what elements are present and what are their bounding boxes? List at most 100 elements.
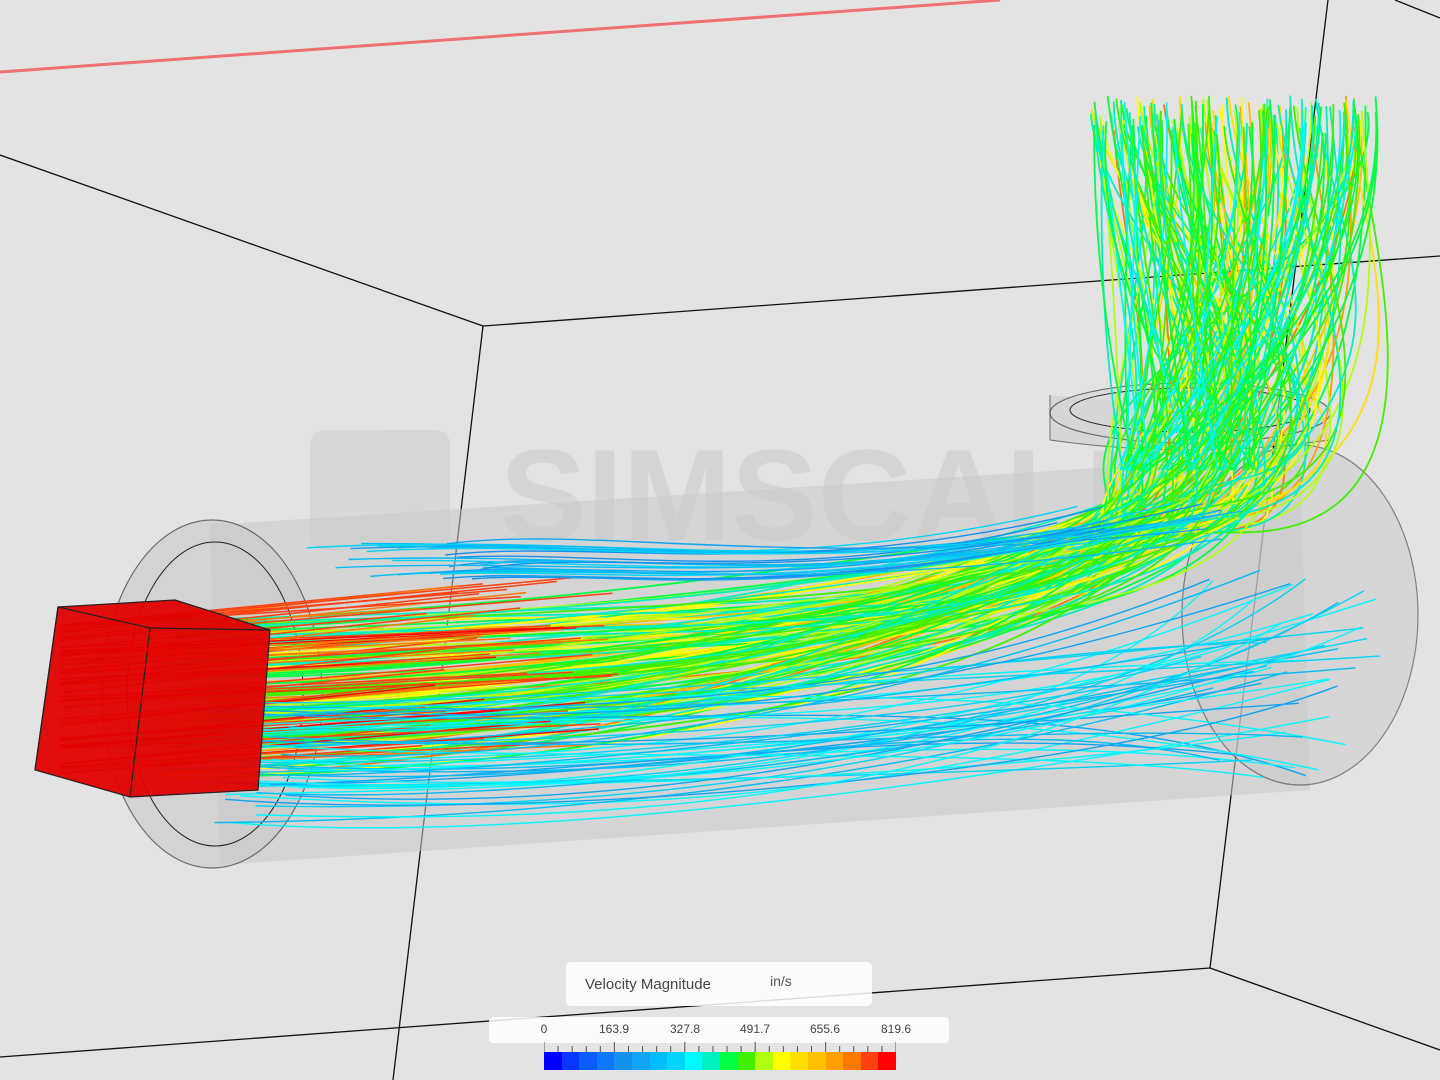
streamline	[1179, 105, 1314, 471]
colorbar-bin	[755, 1052, 773, 1070]
streamline	[162, 126, 1292, 676]
streamline	[280, 569, 1261, 757]
colorbar-bin	[825, 1052, 844, 1070]
streamline	[484, 527, 1121, 581]
streamline	[1183, 122, 1254, 471]
colorbar-bin	[649, 1052, 668, 1070]
legend-tick-label: 655.6	[809, 1022, 841, 1036]
streamline	[190, 107, 1357, 693]
streamline	[1217, 110, 1267, 471]
legend-tick-label: 491.7	[739, 1022, 771, 1036]
streamline	[1235, 109, 1288, 471]
streamline	[1247, 108, 1292, 471]
streamline	[1125, 123, 1303, 471]
streamline	[294, 636, 1280, 748]
streamline	[215, 710, 1306, 777]
legend-tick-label: 163.9	[598, 1022, 630, 1036]
streamline	[279, 670, 1254, 776]
colorbar-bin	[614, 1052, 632, 1070]
streamline	[183, 110, 1198, 713]
legend-unit: in/s	[770, 973, 792, 989]
streamline	[429, 519, 1108, 574]
colorbar-bin	[807, 1052, 826, 1070]
colorbar-bin	[878, 1052, 896, 1070]
legend-scale-box	[489, 1017, 949, 1043]
colorbar-bin	[631, 1052, 650, 1070]
streamline	[482, 538, 1222, 576]
streamline	[270, 742, 1233, 786]
streamline	[225, 659, 1313, 734]
streamline	[397, 529, 1096, 554]
colorbar-bin	[667, 1052, 685, 1070]
streamline	[166, 102, 1348, 748]
streamline	[307, 523, 1115, 552]
streamline	[1119, 102, 1168, 471]
streamline	[248, 744, 1265, 779]
colorbar-bin	[719, 1052, 738, 1070]
streamline	[233, 645, 1231, 736]
legend-tick-label: 819.6	[880, 1022, 912, 1036]
streamline	[1101, 131, 1144, 471]
streamlines	[59, 95, 1389, 829]
streamline	[207, 637, 1368, 764]
streamline	[1140, 120, 1359, 471]
streamline	[471, 509, 1222, 580]
streamline	[1159, 110, 1254, 471]
streamline	[297, 666, 1272, 771]
streamline	[237, 626, 1362, 786]
streamline	[165, 111, 1345, 665]
streamline	[479, 503, 1203, 571]
streamline	[1138, 122, 1307, 471]
inlet-box	[34, 599, 271, 798]
streamline	[266, 578, 1210, 717]
streamline	[1188, 114, 1348, 471]
streamline	[1168, 123, 1378, 471]
streamline	[200, 583, 1291, 716]
streamline	[1130, 133, 1195, 471]
streamline	[188, 126, 1225, 677]
streamline	[225, 580, 1214, 796]
colorbar-bin	[544, 1052, 562, 1070]
legend-ticks	[544, 1042, 896, 1052]
streamline	[285, 665, 1267, 800]
streamline	[392, 527, 1189, 568]
streamline	[1123, 112, 1241, 471]
streamline	[1136, 108, 1268, 471]
streamline	[263, 655, 1202, 747]
colorbar-bin	[579, 1052, 597, 1070]
streamline	[1157, 119, 1229, 471]
legend-title: Velocity Magnitude	[585, 976, 711, 993]
streamline	[1093, 124, 1137, 471]
colorbar-bin	[772, 1052, 791, 1070]
colorbar-bin	[737, 1052, 756, 1070]
streamline	[1231, 96, 1379, 471]
streamline	[256, 622, 1282, 818]
streamline	[173, 134, 1138, 694]
streamline	[166, 115, 1217, 723]
legend-tick-label: 327.8	[669, 1022, 701, 1036]
streamline	[1150, 102, 1193, 471]
streamline	[237, 648, 1339, 778]
streamline	[154, 132, 1351, 698]
streamline	[1230, 134, 1239, 471]
streamline	[243, 627, 1364, 704]
streamline	[221, 716, 1319, 771]
streamline	[1191, 106, 1307, 471]
streamline	[225, 685, 1338, 806]
colorbar-bin	[596, 1052, 615, 1070]
colorbar-bin	[843, 1052, 861, 1070]
streamline	[348, 535, 1067, 566]
colorbar-bin	[790, 1052, 808, 1070]
streamline	[206, 583, 1293, 762]
colorbar-bin	[561, 1052, 580, 1070]
streamline	[1119, 133, 1150, 471]
colorbar-bin	[860, 1052, 879, 1070]
streamline	[210, 655, 1380, 721]
streamline	[287, 678, 1329, 771]
streamline	[1172, 129, 1219, 471]
legend-colorbar	[544, 1052, 896, 1070]
legend-tick-label: 0	[540, 1022, 548, 1036]
streamline	[1138, 104, 1204, 471]
streamline	[1220, 116, 1320, 471]
